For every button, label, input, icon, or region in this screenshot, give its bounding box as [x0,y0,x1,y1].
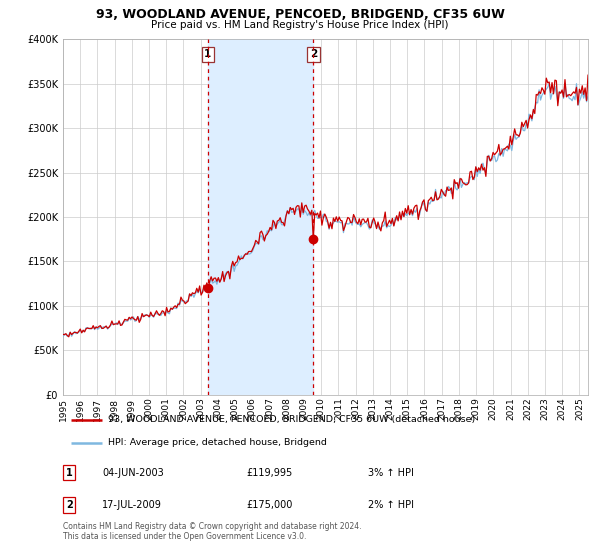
Text: 2: 2 [66,500,73,510]
Text: 04-JUN-2003: 04-JUN-2003 [103,468,164,478]
Bar [208,39,313,395]
Text: 2: 2 [310,49,317,59]
Text: 3% ↑ HPI: 3% ↑ HPI [367,468,413,478]
Text: 93, WOODLAND AVENUE, PENCOED, BRIDGEND, CF35 6UW: 93, WOODLAND AVENUE, PENCOED, BRIDGEND, … [95,8,505,21]
Text: £175,000: £175,000 [247,500,293,510]
Text: 93, WOODLAND AVENUE, PENCOED, BRIDGEND, CF35 6UW (detached house): 93, WOODLAND AVENUE, PENCOED, BRIDGEND, … [107,415,475,424]
Text: Price paid vs. HM Land Registry's House Price Index (HPI): Price paid vs. HM Land Registry's House … [151,20,449,30]
Text: 2% ↑ HPI: 2% ↑ HPI [367,500,413,510]
Text: HPI: Average price, detached house, Bridgend: HPI: Average price, detached house, Brid… [107,438,326,447]
Text: 17-JUL-2009: 17-JUL-2009 [103,500,162,510]
Text: This data is licensed under the Open Government Licence v3.0.: This data is licensed under the Open Gov… [63,532,307,541]
Text: Contains HM Land Registry data © Crown copyright and database right 2024.: Contains HM Land Registry data © Crown c… [63,522,361,531]
Text: 1: 1 [66,468,73,478]
Text: 1: 1 [205,49,212,59]
Text: £119,995: £119,995 [247,468,293,478]
